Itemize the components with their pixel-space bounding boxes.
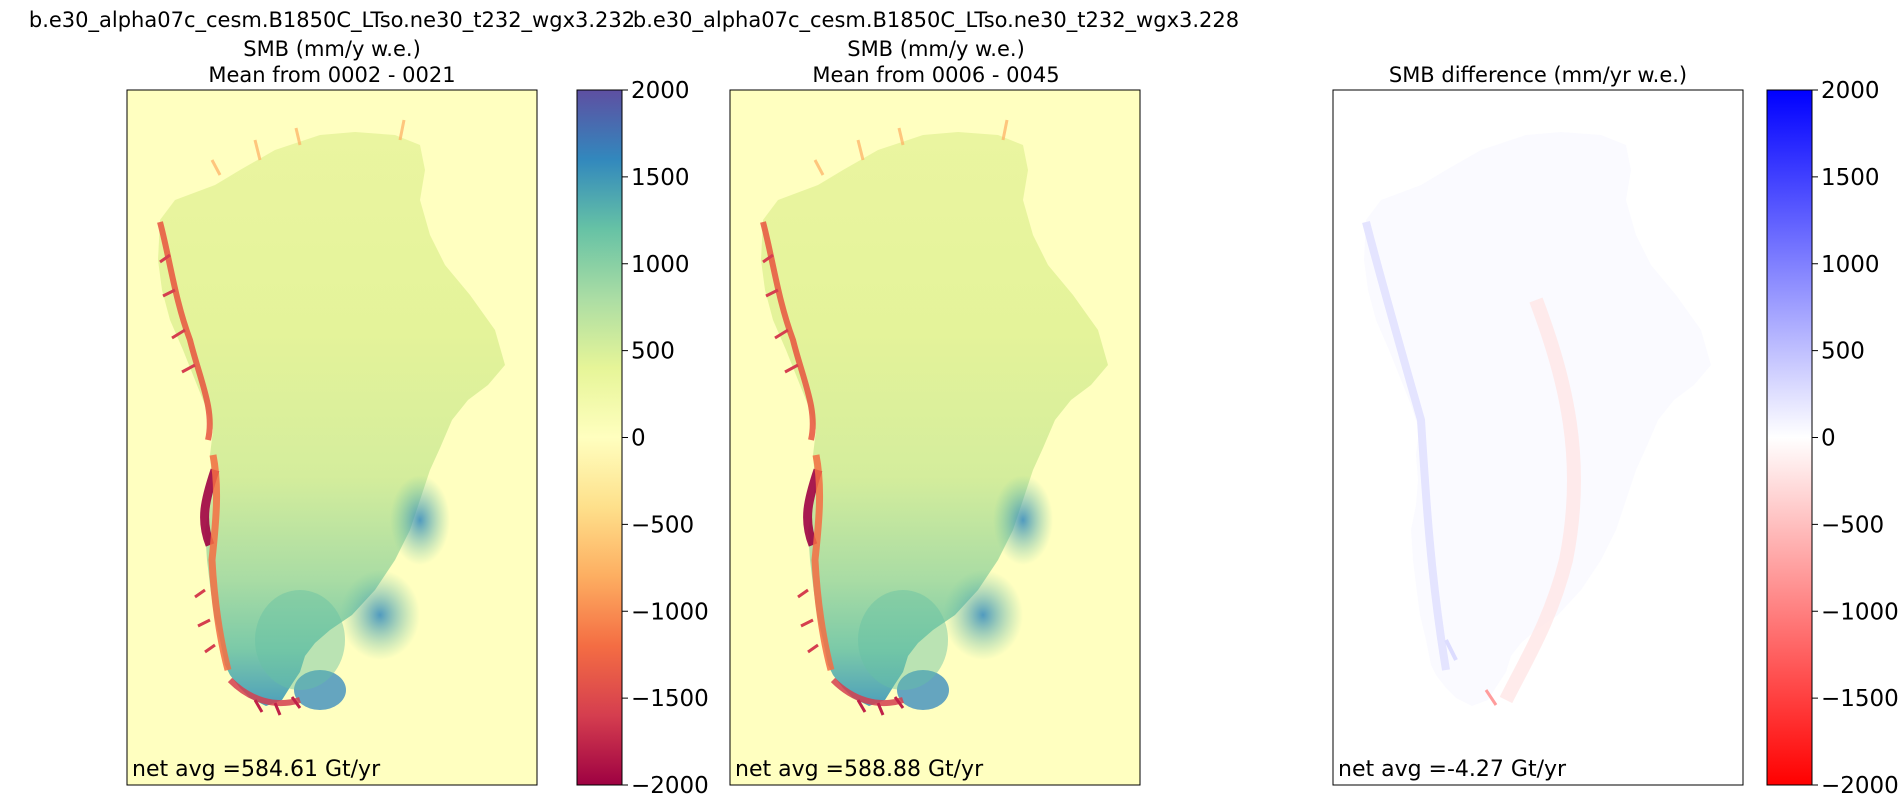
panel-3: SMB difference (mm/yr w.e.) net avg =-4.2… bbox=[1332, 63, 1899, 799]
colorbar-tick-label-3-2: 1000 bbox=[1821, 252, 1880, 278]
colorbar-tick-label-3-5: −500 bbox=[1821, 512, 1884, 538]
panel-2-title-line-2: SMB (mm/y w.e.) bbox=[847, 37, 1025, 61]
net-avg-label-1: net avg =584.61 Gt/yr bbox=[132, 757, 381, 782]
colorbar-tick-label-1-2: 1000 bbox=[631, 252, 690, 278]
colorbar-3: 2000 1500 1000 500 0 −500 −1000 −1500 −2000 bbox=[1766, 78, 1899, 799]
colorbar-gradient-3 bbox=[1766, 89, 1813, 786]
colorbar-tick-label-1-3: 500 bbox=[631, 339, 675, 365]
colorbar-tick-label-1-5: −500 bbox=[631, 512, 694, 538]
colorbar-tick-label-3-8: −2000 bbox=[1821, 773, 1899, 799]
ice-sheet-field-3 bbox=[1362, 132, 1711, 706]
colorbar-tick-label-3-1: 1500 bbox=[1821, 165, 1880, 191]
ice-sheet-field-2 bbox=[760, 119, 1108, 716]
axes-frame-2 bbox=[729, 89, 1141, 786]
panel-1-title-line-3: Mean from 0002 - 0021 bbox=[208, 63, 455, 87]
colorbar-tick-label-3-3: 500 bbox=[1821, 339, 1865, 365]
colorbar-tick-label-1-1: 1500 bbox=[631, 165, 690, 191]
net-avg-label-3: net avg =-4.27 Gt/yr bbox=[1338, 757, 1567, 782]
colorbar-tick-label-3-6: −1000 bbox=[1821, 599, 1899, 625]
panel-1: b.e30_alpha07c_cesm.B1850C_LTso.ne30_t23… bbox=[29, 8, 709, 799]
colorbar-gradient-1 bbox=[576, 89, 623, 786]
colorbar-tick-label-3-7: −1500 bbox=[1821, 686, 1899, 712]
colorbar-tick-label-1-6: −1000 bbox=[631, 599, 709, 625]
ice-sheet-field-1 bbox=[157, 119, 505, 716]
panel-1-title-line-2: SMB (mm/y w.e.) bbox=[243, 37, 421, 61]
colorbar-tick-label-1-4: 0 bbox=[631, 426, 646, 452]
colorbar-1: 2000 1500 1000 500 0 −500 −1000 −1500 −2000 bbox=[576, 78, 709, 799]
colorbar-tick-label-3-0: 2000 bbox=[1821, 78, 1880, 104]
panel-3-title-line-1: SMB difference (mm/yr w.e.) bbox=[1389, 63, 1687, 87]
colorbar-tick-label-1-0: 2000 bbox=[631, 78, 690, 104]
panel-2: b.e30_alpha07c_cesm.B1850C_LTso.ne30_t23… bbox=[633, 8, 1239, 786]
panel-2-title-line-1: b.e30_alpha07c_cesm.B1850C_LTso.ne30_t23… bbox=[633, 8, 1239, 33]
axes-frame-1 bbox=[126, 89, 538, 786]
colorbar-tick-label-3-4: 0 bbox=[1821, 426, 1836, 452]
colorbar-tick-label-1-7: −1500 bbox=[631, 686, 709, 712]
panel-2-title-line-3: Mean from 0006 - 0045 bbox=[812, 63, 1059, 87]
panel-1-title-line-1: b.e30_alpha07c_cesm.B1850C_LTso.ne30_t23… bbox=[29, 8, 635, 33]
axes-frame-3 bbox=[1332, 89, 1744, 786]
net-avg-label-2: net avg =588.88 Gt/yr bbox=[735, 757, 984, 782]
colorbar-tick-label-1-8: −2000 bbox=[631, 773, 709, 799]
